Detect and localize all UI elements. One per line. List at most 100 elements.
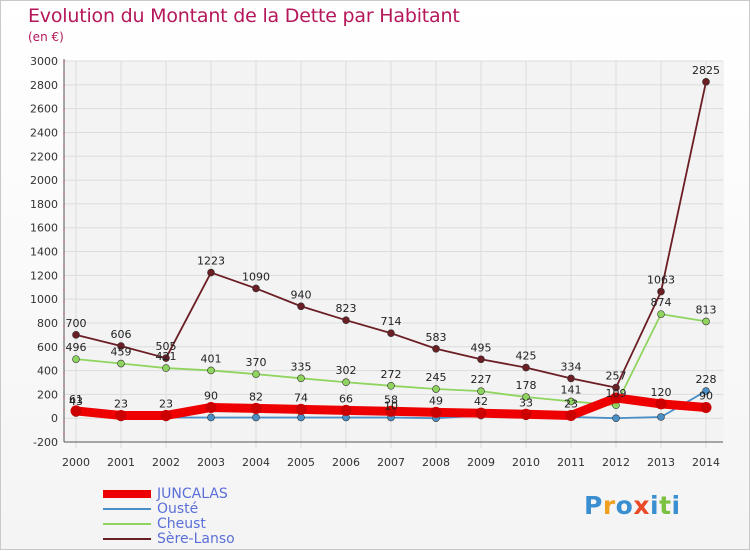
data-point: [610, 392, 622, 404]
legend-swatch-sere-lanso: [103, 538, 151, 540]
y-tick-label: 2000: [30, 174, 58, 187]
y-tick-label: 800: [37, 317, 58, 330]
y-tick-label: 1600: [30, 222, 58, 235]
x-tick-label: 2011: [557, 456, 585, 469]
proxiti-logo: Proxiti: [584, 491, 681, 520]
data-point: [117, 342, 125, 350]
y-tick-label: 600: [37, 341, 58, 354]
data-point: [160, 409, 172, 421]
data-point: [612, 414, 620, 422]
data-label: 714: [381, 315, 402, 328]
y-tick-label: 400: [37, 365, 58, 378]
data-label: 1090: [242, 270, 270, 283]
x-tick-label: 2007: [377, 456, 405, 469]
data-point: [297, 302, 305, 311]
legend-label-juncalas: JUNCALAS: [157, 486, 228, 502]
data-label: 1063: [647, 274, 675, 287]
x-tick-label: 2006: [332, 456, 360, 469]
data-point: [207, 413, 215, 422]
data-point: [655, 398, 667, 410]
data-label: 178: [516, 379, 537, 392]
data-label: 940: [291, 288, 312, 301]
data-point: [252, 370, 260, 378]
data-point: [297, 374, 305, 383]
data-point: [387, 329, 395, 337]
data-point: [520, 408, 532, 420]
data-label: 42: [474, 395, 488, 408]
data-label: 10: [384, 399, 398, 412]
chart-subtitle: (en €): [28, 30, 64, 44]
data-point: [115, 409, 127, 421]
x-tick-label: 2005: [287, 456, 315, 469]
logo-letter: x: [633, 491, 650, 520]
x-tick-label: 2009: [467, 456, 495, 469]
data-point: [72, 331, 80, 339]
data-label: 606: [111, 328, 132, 341]
data-point: [162, 364, 170, 372]
legend-swatch-cheust: [103, 523, 151, 525]
data-label: 401: [201, 352, 222, 365]
data-point: [702, 387, 710, 395]
data-label: 813: [696, 303, 717, 316]
data-point: [657, 310, 665, 318]
data-label: 43: [69, 395, 83, 408]
data-point: [432, 344, 440, 353]
data-label: 1223: [197, 255, 225, 268]
data-point: [70, 405, 82, 417]
data-point: [702, 78, 710, 86]
y-tick-label: 2200: [30, 150, 58, 163]
logo-letter: t: [659, 491, 672, 520]
data-label: 82: [249, 390, 263, 403]
x-tick-label: 2012: [602, 456, 630, 469]
data-label: 335: [291, 360, 312, 373]
data-label: 425: [516, 350, 537, 363]
data-label: 228: [696, 373, 717, 386]
data-point: [207, 366, 215, 375]
x-tick-label: 2002: [152, 456, 180, 469]
data-point: [700, 401, 712, 413]
data-label: 120: [651, 386, 672, 399]
data-label: 257: [606, 370, 627, 383]
data-label: 33: [519, 396, 533, 409]
y-tick-label: 3000: [30, 55, 58, 68]
y-tick-label: 1800: [30, 198, 58, 211]
data-point: [475, 407, 487, 419]
data-label: 74: [294, 391, 308, 404]
x-tick-label: 2010: [512, 456, 540, 469]
legend-label-cheust: Cheust: [157, 516, 206, 532]
x-tick-label: 2004: [242, 456, 270, 469]
data-point: [657, 287, 665, 296]
data-label: 23: [114, 397, 128, 410]
x-tick-label: 2000: [62, 456, 90, 469]
data-point: [385, 405, 397, 417]
data-label: 370: [246, 356, 267, 369]
data-point: [340, 404, 352, 416]
data-label: 109: [606, 387, 627, 400]
data-label: 302: [336, 364, 357, 377]
x-tick-label: 2014: [692, 456, 720, 469]
data-point: [387, 382, 395, 390]
data-label: 141: [561, 383, 582, 396]
data-label: 227: [471, 373, 492, 386]
data-point: [342, 378, 350, 387]
x-tick-label: 2003: [197, 456, 225, 469]
data-point: [477, 387, 485, 395]
data-label: 90: [204, 389, 218, 402]
data-label: 496: [66, 341, 87, 354]
x-tick-label: 2013: [647, 456, 675, 469]
data-point: [567, 374, 575, 383]
data-label: 245: [426, 371, 447, 384]
legend-swatch-ouste: [103, 508, 151, 510]
data-point: [477, 355, 485, 364]
data-point: [565, 409, 577, 421]
x-tick-label: 2008: [422, 456, 450, 469]
logo-letter: P: [584, 491, 603, 520]
data-label: 2825: [692, 64, 720, 77]
data-label: 61: [69, 393, 83, 406]
data-label: 874: [651, 296, 672, 309]
y-tick-label: 1200: [30, 269, 58, 282]
x-tick-label: 2001: [107, 456, 135, 469]
data-label: 459: [111, 346, 132, 359]
